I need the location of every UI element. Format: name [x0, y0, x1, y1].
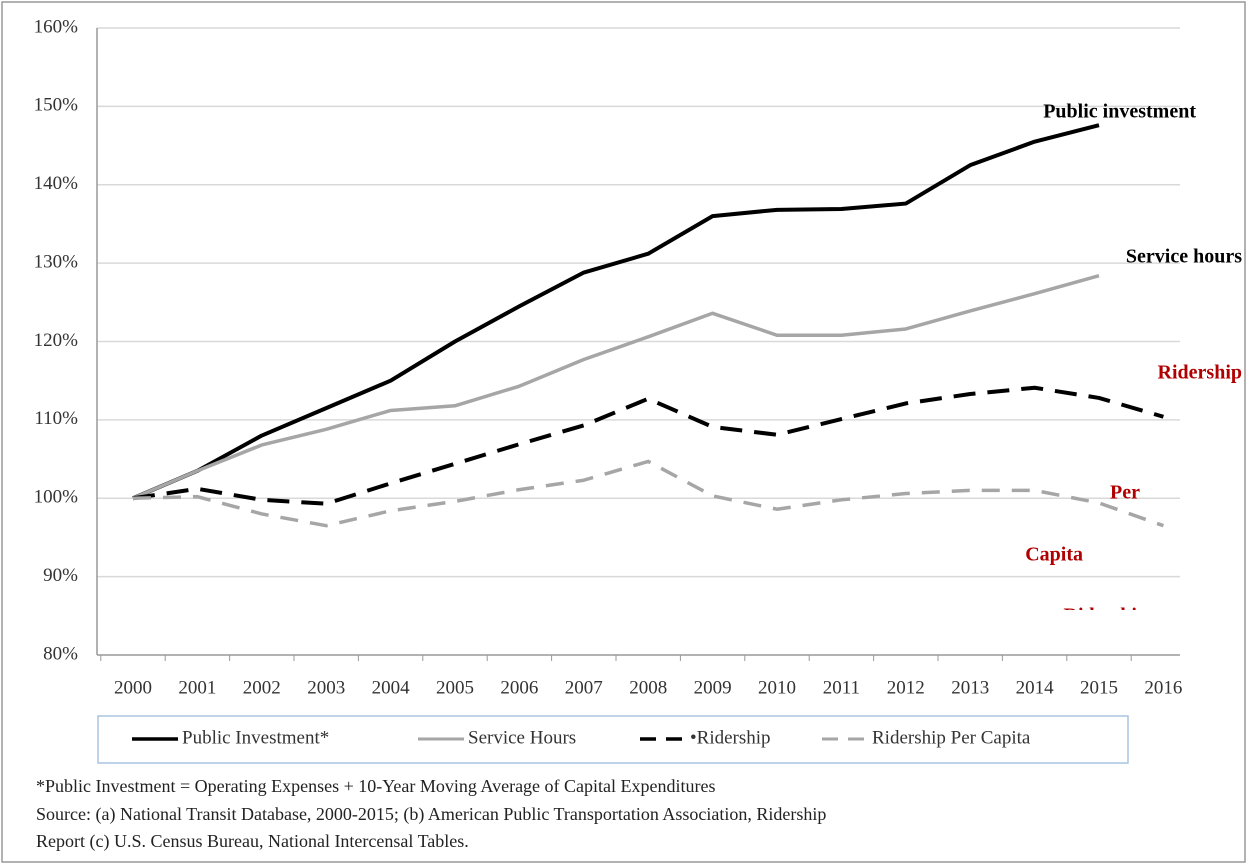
x-tick-label: 2014	[1016, 677, 1055, 698]
y-tick-label: 160%	[34, 16, 79, 37]
series-line	[132, 123, 1100, 501]
x-tick-label: 2008	[629, 677, 667, 698]
y-tick-label: 140%	[34, 173, 79, 194]
annotation: Ridership	[1064, 605, 1148, 627]
series-line	[132, 273, 1100, 500]
annotation: Capita	[1025, 544, 1083, 566]
annotation: Per	[1110, 482, 1140, 504]
x-tick-label: 2000	[114, 677, 152, 698]
y-tick-label: 100%	[34, 487, 79, 508]
series-line	[132, 385, 1164, 506]
x-tick-label: 2015	[1080, 677, 1118, 698]
x-tick-label: 2013	[951, 677, 989, 698]
x-tick-label: 2009	[694, 677, 732, 698]
legend-label: •Ridership	[690, 727, 771, 748]
legend-label: Public Investment*	[182, 727, 329, 748]
legend-label: Service Hours	[468, 727, 576, 748]
series-line	[132, 459, 1164, 528]
x-tick-label: 2005	[436, 677, 474, 698]
x-tick-label: 2007	[565, 677, 603, 698]
x-tick-label: 2012	[887, 677, 925, 698]
y-tick-label: 80%	[43, 643, 78, 664]
y-tick-label: 130%	[34, 251, 79, 272]
y-tick-label: 110%	[34, 408, 78, 429]
annotation: Public investment	[1043, 101, 1196, 123]
grid	[96, 27, 1180, 661]
legend-label: Ridership Per Capita	[872, 727, 1031, 748]
annotation: Ridership	[1158, 362, 1242, 384]
footnote: Report (c) U.S. Census Bureau, National …	[36, 831, 469, 852]
y-tick-label: 150%	[34, 95, 79, 116]
annotation: Service hours	[1126, 246, 1242, 268]
x-tick-label: 2006	[500, 677, 538, 698]
x-tick-label: 2010	[758, 677, 796, 698]
x-tick-label: 2011	[823, 677, 860, 698]
x-tick-label: 2002	[243, 677, 281, 698]
x-tick-label: 2001	[178, 677, 216, 698]
x-tick-label: 2004	[372, 677, 411, 698]
footnote: *Public Investment = Operating Expenses …	[36, 776, 716, 796]
y-tick-label: 120%	[34, 330, 79, 351]
legend-box	[97, 715, 1129, 764]
x-tick-label: 2003	[307, 677, 345, 698]
footnote: Source: (a) National Transit Database, 2…	[36, 804, 826, 825]
y-tick-label: 90%	[43, 565, 78, 586]
x-tick-label: 2016	[1144, 677, 1182, 698]
